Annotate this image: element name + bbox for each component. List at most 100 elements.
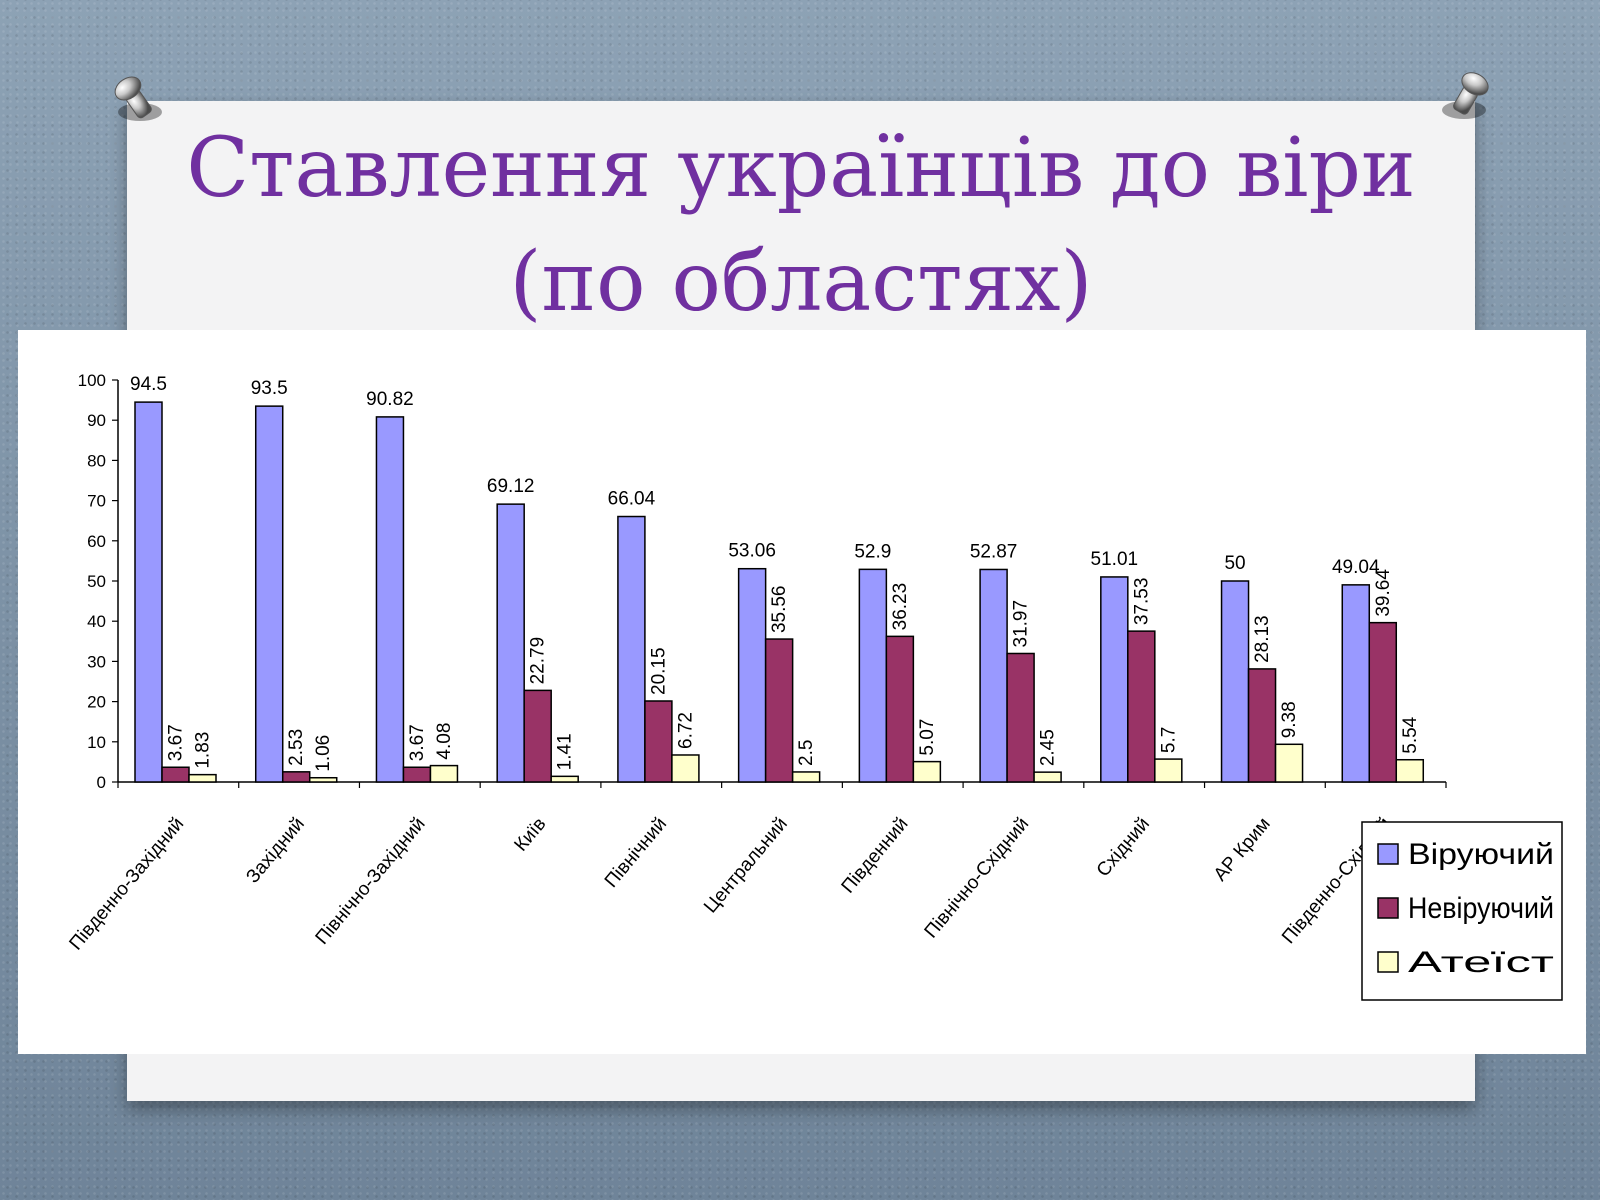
x-category-label: Північно-Західний [312,814,430,949]
data-label: 5.54 [1400,716,1421,753]
bar [885,635,915,783]
bar [281,771,311,783]
data-label: 2.53 [286,729,307,766]
data-label: 31.97 [1011,600,1032,648]
data-label: 3.67 [166,724,187,761]
bar [523,689,552,783]
bar [1100,576,1129,783]
bar [617,515,646,783]
y-tick-label: 80 [87,451,106,470]
bar [1395,758,1425,783]
data-label: 3.67 [407,724,428,761]
legend-swatch [1377,951,1399,973]
bar [644,700,673,783]
data-label: 66.04 [608,489,656,510]
x-category-label: Північний [601,814,671,892]
bar [979,568,1008,783]
data-label: 5.07 [917,719,938,756]
data-label: 93.5 [251,378,288,399]
y-tick-label: 20 [87,693,106,712]
bar [912,760,942,783]
y-tick-label: 40 [87,612,106,631]
bar [791,771,821,783]
x-category-label: Київ [511,814,551,856]
data-label: 22.79 [528,637,549,685]
slide-title: Ставлення українців до віри (по областях… [127,112,1475,340]
data-label: 1.83 [193,732,214,769]
pushpin-right-icon [1442,72,1489,119]
data-label: 52.9 [854,541,891,562]
data-label: 2.5 [796,740,817,766]
bar [254,405,284,783]
data-label: 36.23 [890,583,911,631]
bar [1154,758,1183,783]
bar [764,638,794,783]
data-label: 39.64 [1373,569,1394,617]
y-tick-label: 50 [87,572,106,591]
data-label: 2.45 [1038,729,1059,766]
y-tick-label: 0 [97,773,106,792]
bar [858,568,888,783]
slide-title-line1: Ставлення українців до віри [186,121,1416,216]
data-label: 90.82 [366,389,414,410]
bar [550,775,579,783]
legend-label: Невіруючий [1408,892,1554,925]
y-tick-label: 100 [78,371,106,390]
data-label: 35.56 [769,586,790,634]
data-label: 69.12 [487,476,535,497]
data-label: 52.87 [970,541,1018,562]
bar [1341,584,1371,783]
data-label: 37.53 [1131,578,1152,626]
bar [1368,621,1398,783]
bar [1127,630,1156,783]
data-label: 28.13 [1252,615,1273,663]
data-label: 94.5 [130,374,167,395]
x-category-label: Південний [838,814,913,898]
y-tick-label: 60 [87,532,106,551]
bar-chart: 0 10 20 30 40 50 60 70 80 90 100 94.5 3.67 1.83 Півден… [66,371,1563,1001]
bar [496,503,525,783]
data-label: 51.01 [1091,549,1139,570]
x-category-label: Північно-Східний [921,814,1034,943]
bar [1033,771,1062,783]
legend-swatch [1377,843,1399,865]
bar [402,766,432,783]
legend-label: Віруючий [1408,838,1554,871]
legend-label: Атеїст [1408,946,1554,979]
bar [188,773,217,783]
bar [1220,580,1250,783]
y-tick-label: 70 [87,492,106,511]
x-category-label: АР Крим [1210,814,1275,886]
data-label: 5.7 [1158,727,1179,753]
data-label: 53.06 [728,541,776,562]
x-category-label: Східний [1093,814,1154,881]
y-tick-label: 30 [87,652,106,671]
pushpin-left-icon [114,76,162,121]
bar [375,416,405,783]
bar [429,764,459,783]
legend-swatch [1377,897,1399,919]
bar [1274,743,1304,783]
bar [1247,668,1277,783]
bar [737,567,767,783]
x-category-label: Західний [242,814,309,888]
y-tick-label: 10 [87,733,106,752]
slide-title-line2: (по областях) [509,235,1093,330]
y-tick-label: 90 [87,411,106,430]
bar [308,776,338,783]
data-label: 9.38 [1279,701,1300,738]
data-label: 50 [1224,553,1245,574]
data-label: 6.72 [675,712,696,749]
x-category-label: Південно-Західний [66,814,189,955]
data-label: 49.04 [1332,557,1380,578]
data-label: 1.41 [555,733,576,770]
chart-panel: 0 10 20 30 40 50 60 70 80 90 100 94.5 3.67 1.83 Півден… [18,330,1586,1054]
data-label: 20.15 [648,647,669,695]
bar [1006,652,1035,783]
data-label: 4.08 [434,723,455,760]
data-label: 1.06 [313,735,334,772]
bar [134,401,163,783]
bar [161,766,190,783]
bar [671,754,700,783]
x-category-label: Центральний [700,814,792,918]
